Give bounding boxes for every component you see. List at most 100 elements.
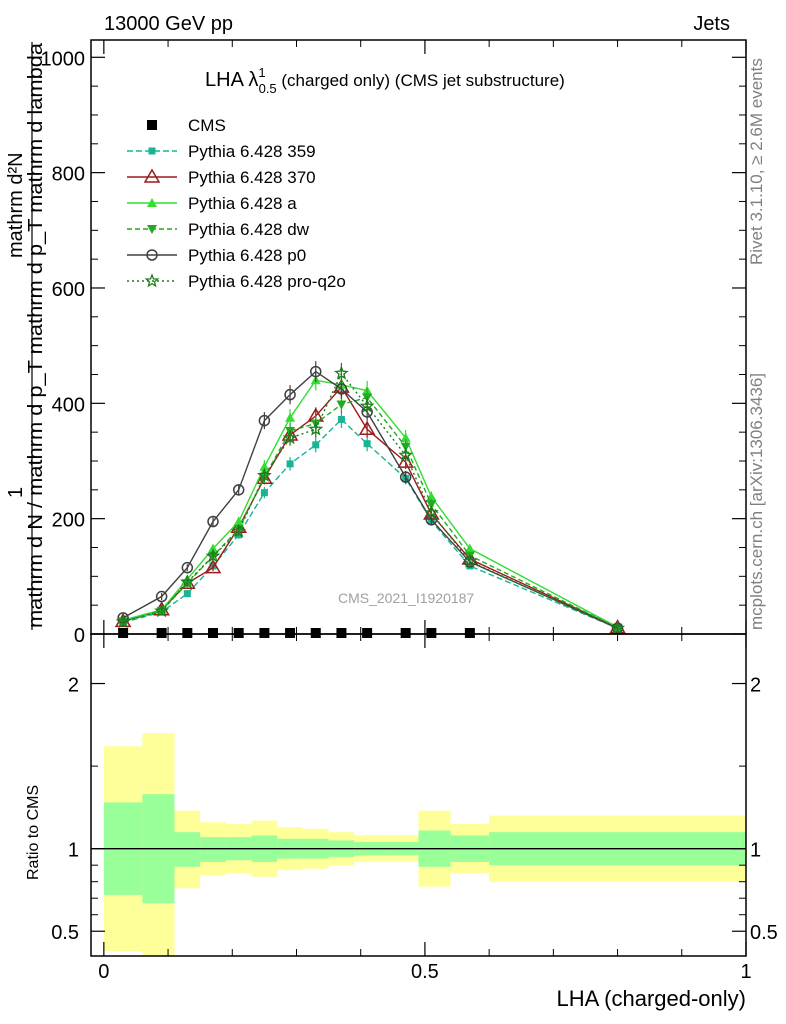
marker-star — [282, 430, 298, 445]
ratio-plot-frame — [90, 633, 747, 957]
main-ytick-label: 1000 — [41, 48, 86, 70]
marker-square-small — [466, 562, 474, 570]
marker-triangle-down — [426, 500, 437, 510]
legend-item: Pythia 6.428 359 — [127, 142, 316, 161]
marker-triangle-down — [400, 442, 411, 452]
main-ylabel-extra: mathrm d²N — [5, 152, 27, 258]
marker-square — [147, 120, 157, 130]
ratio-xtick-label: 1 — [740, 961, 751, 983]
main-ytick-label: 0 — [74, 625, 85, 647]
marker-triangle-open — [204, 559, 222, 574]
marker-square-small — [337, 415, 345, 423]
marker-triangle-down — [147, 225, 157, 234]
legend-label: Pythia 6.428 pro-q2o — [188, 272, 346, 291]
marker-circle-open — [146, 249, 158, 261]
series-cms — [118, 628, 475, 638]
marker-circle-open — [232, 484, 245, 496]
legend-label: Pythia 6.428 370 — [188, 168, 316, 187]
marker-triangle — [285, 412, 296, 422]
series-line — [122, 396, 618, 629]
marker-star — [423, 505, 439, 520]
mcplots-label: mcplots.cern.ch [arXiv:1306.3436] — [747, 373, 766, 630]
marker-triangle — [400, 432, 411, 442]
legend-label: Pythia 6.428 a — [188, 194, 297, 213]
ratio-ytick-label: 2 — [68, 675, 79, 697]
marker-square — [336, 628, 347, 638]
marker-triangle — [147, 198, 157, 207]
marker-star — [154, 603, 169, 618]
marker-square — [156, 628, 167, 638]
marker-triangle — [464, 543, 475, 553]
marker-triangle-open — [143, 168, 161, 183]
marker-star — [144, 273, 160, 288]
marker-triangle-down — [336, 400, 347, 410]
marker-square-small — [363, 440, 371, 448]
marker-circle-open — [335, 383, 348, 395]
main-ytick-label: 800 — [52, 164, 85, 186]
marker-square-small — [260, 489, 268, 497]
ratio-inner-band — [200, 837, 226, 862]
marker-star — [398, 447, 414, 462]
ratio-xlabel: LHA (charged-only) — [556, 986, 746, 1011]
marker-circle-open — [284, 388, 296, 401]
marker-square — [464, 628, 475, 638]
marker-triangle-open — [358, 420, 376, 436]
marker-circle-open — [155, 590, 168, 603]
marker-square — [208, 628, 219, 638]
legend-label: Pythia 6.428 p0 — [188, 246, 306, 265]
process-label: Jets — [693, 13, 730, 35]
legend-item: Pythia 6.428 dw — [127, 220, 310, 239]
marker-circle-open — [207, 515, 219, 528]
marker-square-small — [148, 147, 156, 155]
marker-square — [426, 628, 437, 638]
legend-item: Pythia 6.428 pro-q2o — [127, 272, 346, 291]
marker-circle-open — [310, 365, 322, 378]
marker-square-small — [312, 441, 320, 449]
series-line — [122, 379, 618, 628]
ratio-inner-band — [174, 832, 201, 867]
ratio-ytick-label-right: 0.5 — [750, 922, 778, 944]
ratio-ylabel: Ratio to CMS — [25, 785, 42, 880]
marker-star — [359, 398, 375, 413]
main-ytick-label: 400 — [52, 394, 85, 416]
marker-star — [462, 553, 478, 568]
marker-square — [310, 628, 321, 638]
marker-star — [333, 365, 349, 380]
marker-square — [233, 628, 244, 638]
main-ylabel-denominator: mathrm d N / mathrm d p_T mathrm d p_T m… — [25, 42, 47, 628]
marker-square — [259, 628, 270, 638]
marker-triangle — [208, 543, 219, 553]
marker-circle-open — [181, 561, 194, 574]
ratio-ytick-label: 0.5 — [51, 922, 79, 944]
legend-item: Pythia 6.428 370 — [127, 168, 316, 187]
marker-square — [118, 628, 129, 638]
analysis-watermark: CMS_2021_I1920187 — [338, 590, 474, 606]
legend-label: Pythia 6.428 359 — [188, 142, 316, 161]
legend-item: Pythia 6.428 p0 — [127, 246, 306, 265]
marker-star — [179, 574, 195, 589]
ratio-ytick-label: 1 — [68, 840, 79, 862]
marker-star — [610, 620, 626, 635]
main-title: LHA λ1 0.5 (charged only) (CMS jet substr… — [205, 65, 565, 96]
main-ytick-label: 600 — [52, 279, 85, 301]
marker-star — [115, 614, 131, 629]
main-ylabel-numerator: 1 — [5, 487, 27, 498]
legend-item: Pythia 6.428 a — [127, 194, 297, 213]
ratio-xtick-label: 0 — [98, 961, 109, 983]
marker-square — [182, 628, 193, 638]
marker-circle-open — [258, 414, 271, 427]
marker-star — [257, 467, 272, 482]
ratio-xtick-label: 0.5 — [411, 961, 439, 983]
marker-square — [362, 628, 373, 638]
marker-circle-open — [399, 471, 412, 483]
ratio-ytick-label-right: 2 — [750, 675, 761, 697]
marker-square-small — [183, 590, 191, 598]
series-line — [122, 371, 618, 629]
rivet-version-label: Rivet 3.1.10, ≥ 2.6M events — [747, 58, 766, 265]
marker-square — [285, 628, 296, 638]
marker-star — [308, 421, 324, 436]
marker-square — [400, 628, 411, 638]
energy-label: 13000 GeV pp — [104, 13, 233, 35]
legend-label: CMS — [188, 116, 226, 135]
